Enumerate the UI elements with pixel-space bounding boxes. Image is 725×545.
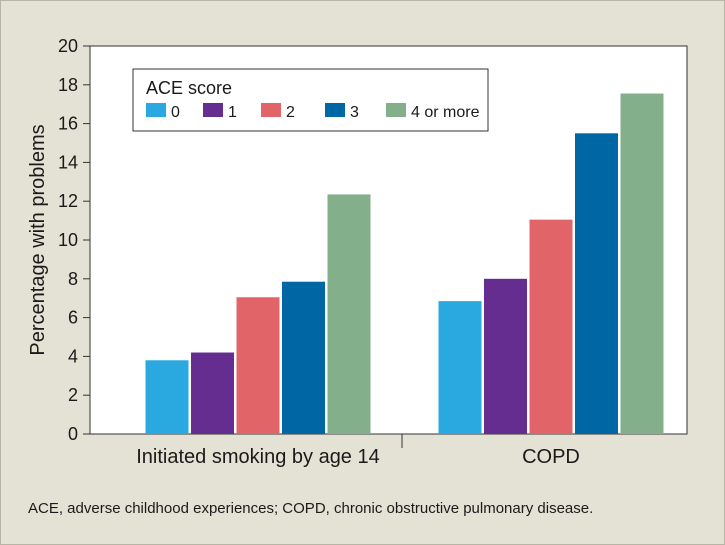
legend: ACE score 0 1 2 3 4 or more bbox=[132, 68, 489, 132]
legend-label: 1 bbox=[228, 104, 237, 121]
bar bbox=[620, 93, 664, 434]
y-tick-label: 14 bbox=[58, 152, 78, 172]
y-tick-label: 0 bbox=[68, 424, 78, 444]
legend-swatch bbox=[261, 103, 281, 117]
bars bbox=[145, 93, 664, 435]
y-tick-label: 12 bbox=[58, 191, 78, 211]
x-tick-label: COPD bbox=[522, 446, 580, 468]
y-tick-label: 18 bbox=[58, 75, 78, 95]
y-axis-title: Percentage with problems bbox=[27, 124, 49, 355]
y-tick-label: 16 bbox=[58, 114, 78, 134]
legend-label: 4 or more bbox=[411, 104, 480, 121]
legend-label: 3 bbox=[350, 104, 359, 121]
footnote: ACE, adverse childhood experiences; COPD… bbox=[28, 500, 594, 517]
y-tick-label: 2 bbox=[68, 385, 78, 405]
legend-label: 0 bbox=[171, 104, 180, 121]
legend-swatch bbox=[325, 103, 345, 117]
y-tick-label: 10 bbox=[58, 230, 78, 250]
legend-label: 2 bbox=[286, 104, 295, 121]
bar bbox=[438, 301, 482, 434]
x-tick-label: Initiated smoking by age 14 bbox=[136, 446, 380, 468]
bar bbox=[282, 281, 325, 434]
legend-swatch bbox=[146, 103, 166, 117]
legend-box bbox=[132, 68, 489, 132]
bar bbox=[191, 352, 234, 434]
bar bbox=[575, 133, 618, 435]
x-axis: Initiated smoking by age 14 COPD bbox=[136, 434, 580, 468]
bar bbox=[484, 278, 527, 434]
bar bbox=[327, 194, 371, 434]
bar bbox=[236, 297, 280, 434]
y-tick-label: 6 bbox=[68, 308, 78, 328]
bar bbox=[529, 219, 573, 434]
y-tick-label: 8 bbox=[68, 269, 78, 289]
legend-swatch bbox=[203, 103, 223, 117]
y-tick-label: 20 bbox=[58, 36, 78, 56]
y-tick-label: 4 bbox=[68, 346, 78, 366]
bar bbox=[145, 360, 189, 434]
legend-swatch bbox=[386, 103, 406, 117]
legend-title: ACE score bbox=[146, 78, 232, 98]
y-axis: 0 2 4 6 8 10 12 14 16 18 20 bbox=[58, 36, 90, 444]
